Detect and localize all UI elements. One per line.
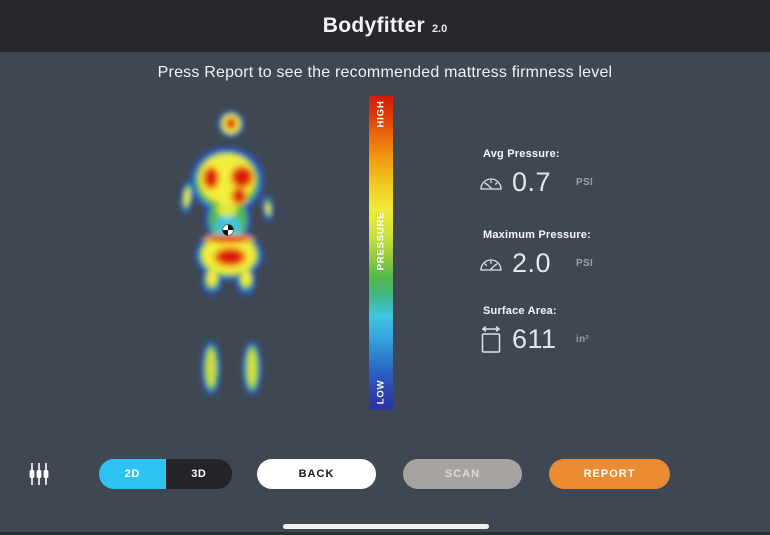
max-pressure-label: Maximum Pressure: [483,229,591,241]
scale-high-label: HIGH [375,100,387,128]
center-of-mass-marker [222,224,234,236]
bottom-edge [0,532,770,535]
home-indicator[interactable] [283,524,489,529]
toggle-3d-button[interactable]: 3D [165,459,232,489]
scan-button[interactable]: SCAN [403,459,522,489]
header-bar: Bodyfitter 2.0 [0,0,770,52]
surface-area-label: Surface Area: [483,305,557,317]
settings-sliders-icon[interactable] [26,460,52,488]
toggle-2d-button[interactable]: 2D [99,459,166,489]
pressure-scale: HIGH PRESSURE LOW [369,96,393,410]
app-title: Bodyfitter [322,14,425,37]
surface-area-unit: in² [576,334,590,345]
bottom-toolbar: 2D 3D BACK SCAN REPORT [0,459,770,489]
area-icon [478,325,504,354]
avg-pressure-unit: PSI [576,177,594,188]
gauge-icon [478,255,504,272]
avg-pressure-stat: Avg Pressure: 0.7 PSI [478,148,593,198]
app-version: 2.0 [431,23,448,35]
scale-low-label: LOW [375,379,387,405]
view-mode-toggle: 2D 3D [99,459,232,489]
max-pressure-unit: PSI [576,258,594,269]
max-pressure-stat: Maximum Pressure: 2.0 PSI [478,229,593,279]
instruction-text: Press Report to see the recommended matt… [157,64,613,81]
report-button[interactable]: REPORT [549,459,670,489]
max-pressure-value: 2.0 [512,248,552,278]
avg-pressure-value: 0.7 [512,167,552,197]
surface-area-value: 611 [512,324,557,354]
app-title-group: Bodyfitter 2.0 [323,14,447,38]
avg-pressure-label: Avg Pressure: [483,148,560,160]
surface-area-stat: Surface Area: 611 in² [478,305,589,355]
back-button[interactable]: BACK [257,459,376,489]
scale-pressure-label: PRESSURE [375,211,387,271]
pressure-heatmap [180,110,274,395]
gauge-icon [478,174,504,191]
